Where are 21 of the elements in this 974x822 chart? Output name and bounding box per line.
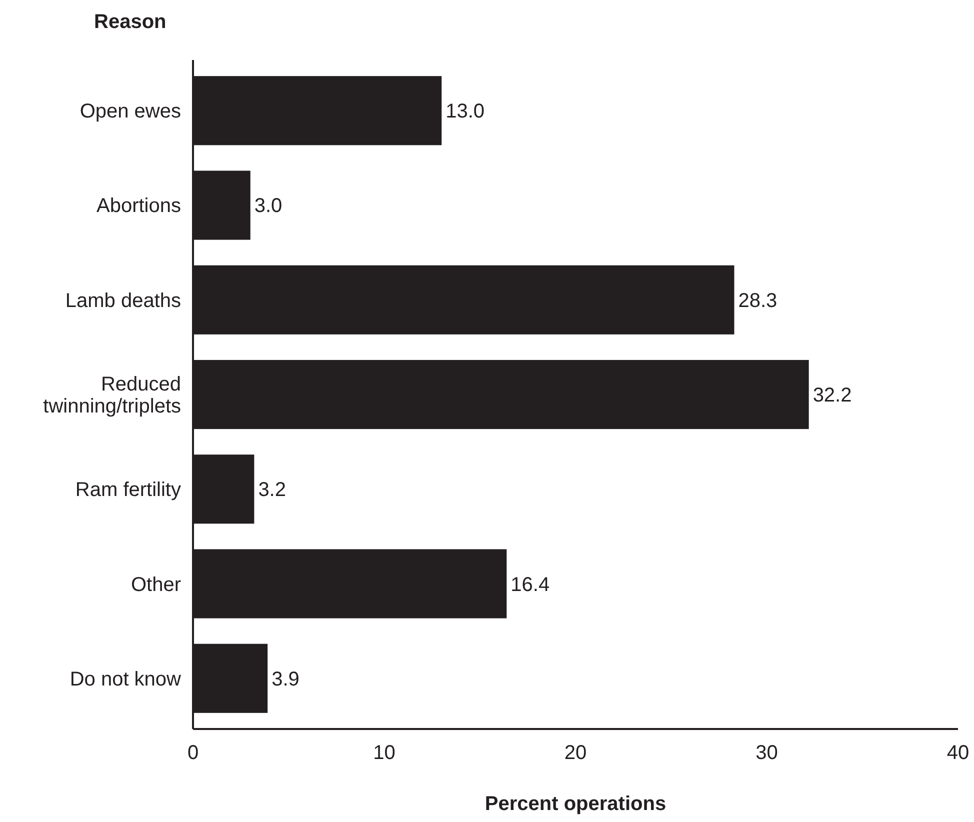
x-axis-title: Percent operations	[484, 793, 666, 815]
y-tick-label: Open ewes	[80, 100, 181, 123]
x-tick-label: 0	[187, 742, 199, 764]
data-label: 13.0	[446, 100, 485, 123]
data-label: 3.9	[272, 668, 300, 690]
y-tick-label: Abortions	[96, 195, 181, 218]
x-tick-label: 10	[373, 742, 396, 764]
data-label: 3.0	[254, 195, 282, 218]
data-label: 3.2	[258, 479, 286, 502]
x-tick-label: 20	[564, 742, 587, 764]
y-tick-label: Ram fertility	[75, 479, 181, 502]
x-tick-label: 40	[946, 742, 970, 764]
data-label: 28.3	[738, 290, 778, 312]
y-tick-label: Lamb deaths	[65, 290, 181, 312]
y-tick-label: Do not know	[70, 668, 182, 690]
x-tick-label: 30	[756, 742, 778, 764]
data-label: 32.2	[812, 384, 852, 406]
y-tick-label: Reduced twinning/triplets	[43, 374, 181, 418]
y-axis-title: Reason	[94, 11, 166, 33]
y-tick-label: Other	[130, 574, 182, 596]
data-label: 16.4	[510, 574, 550, 596]
